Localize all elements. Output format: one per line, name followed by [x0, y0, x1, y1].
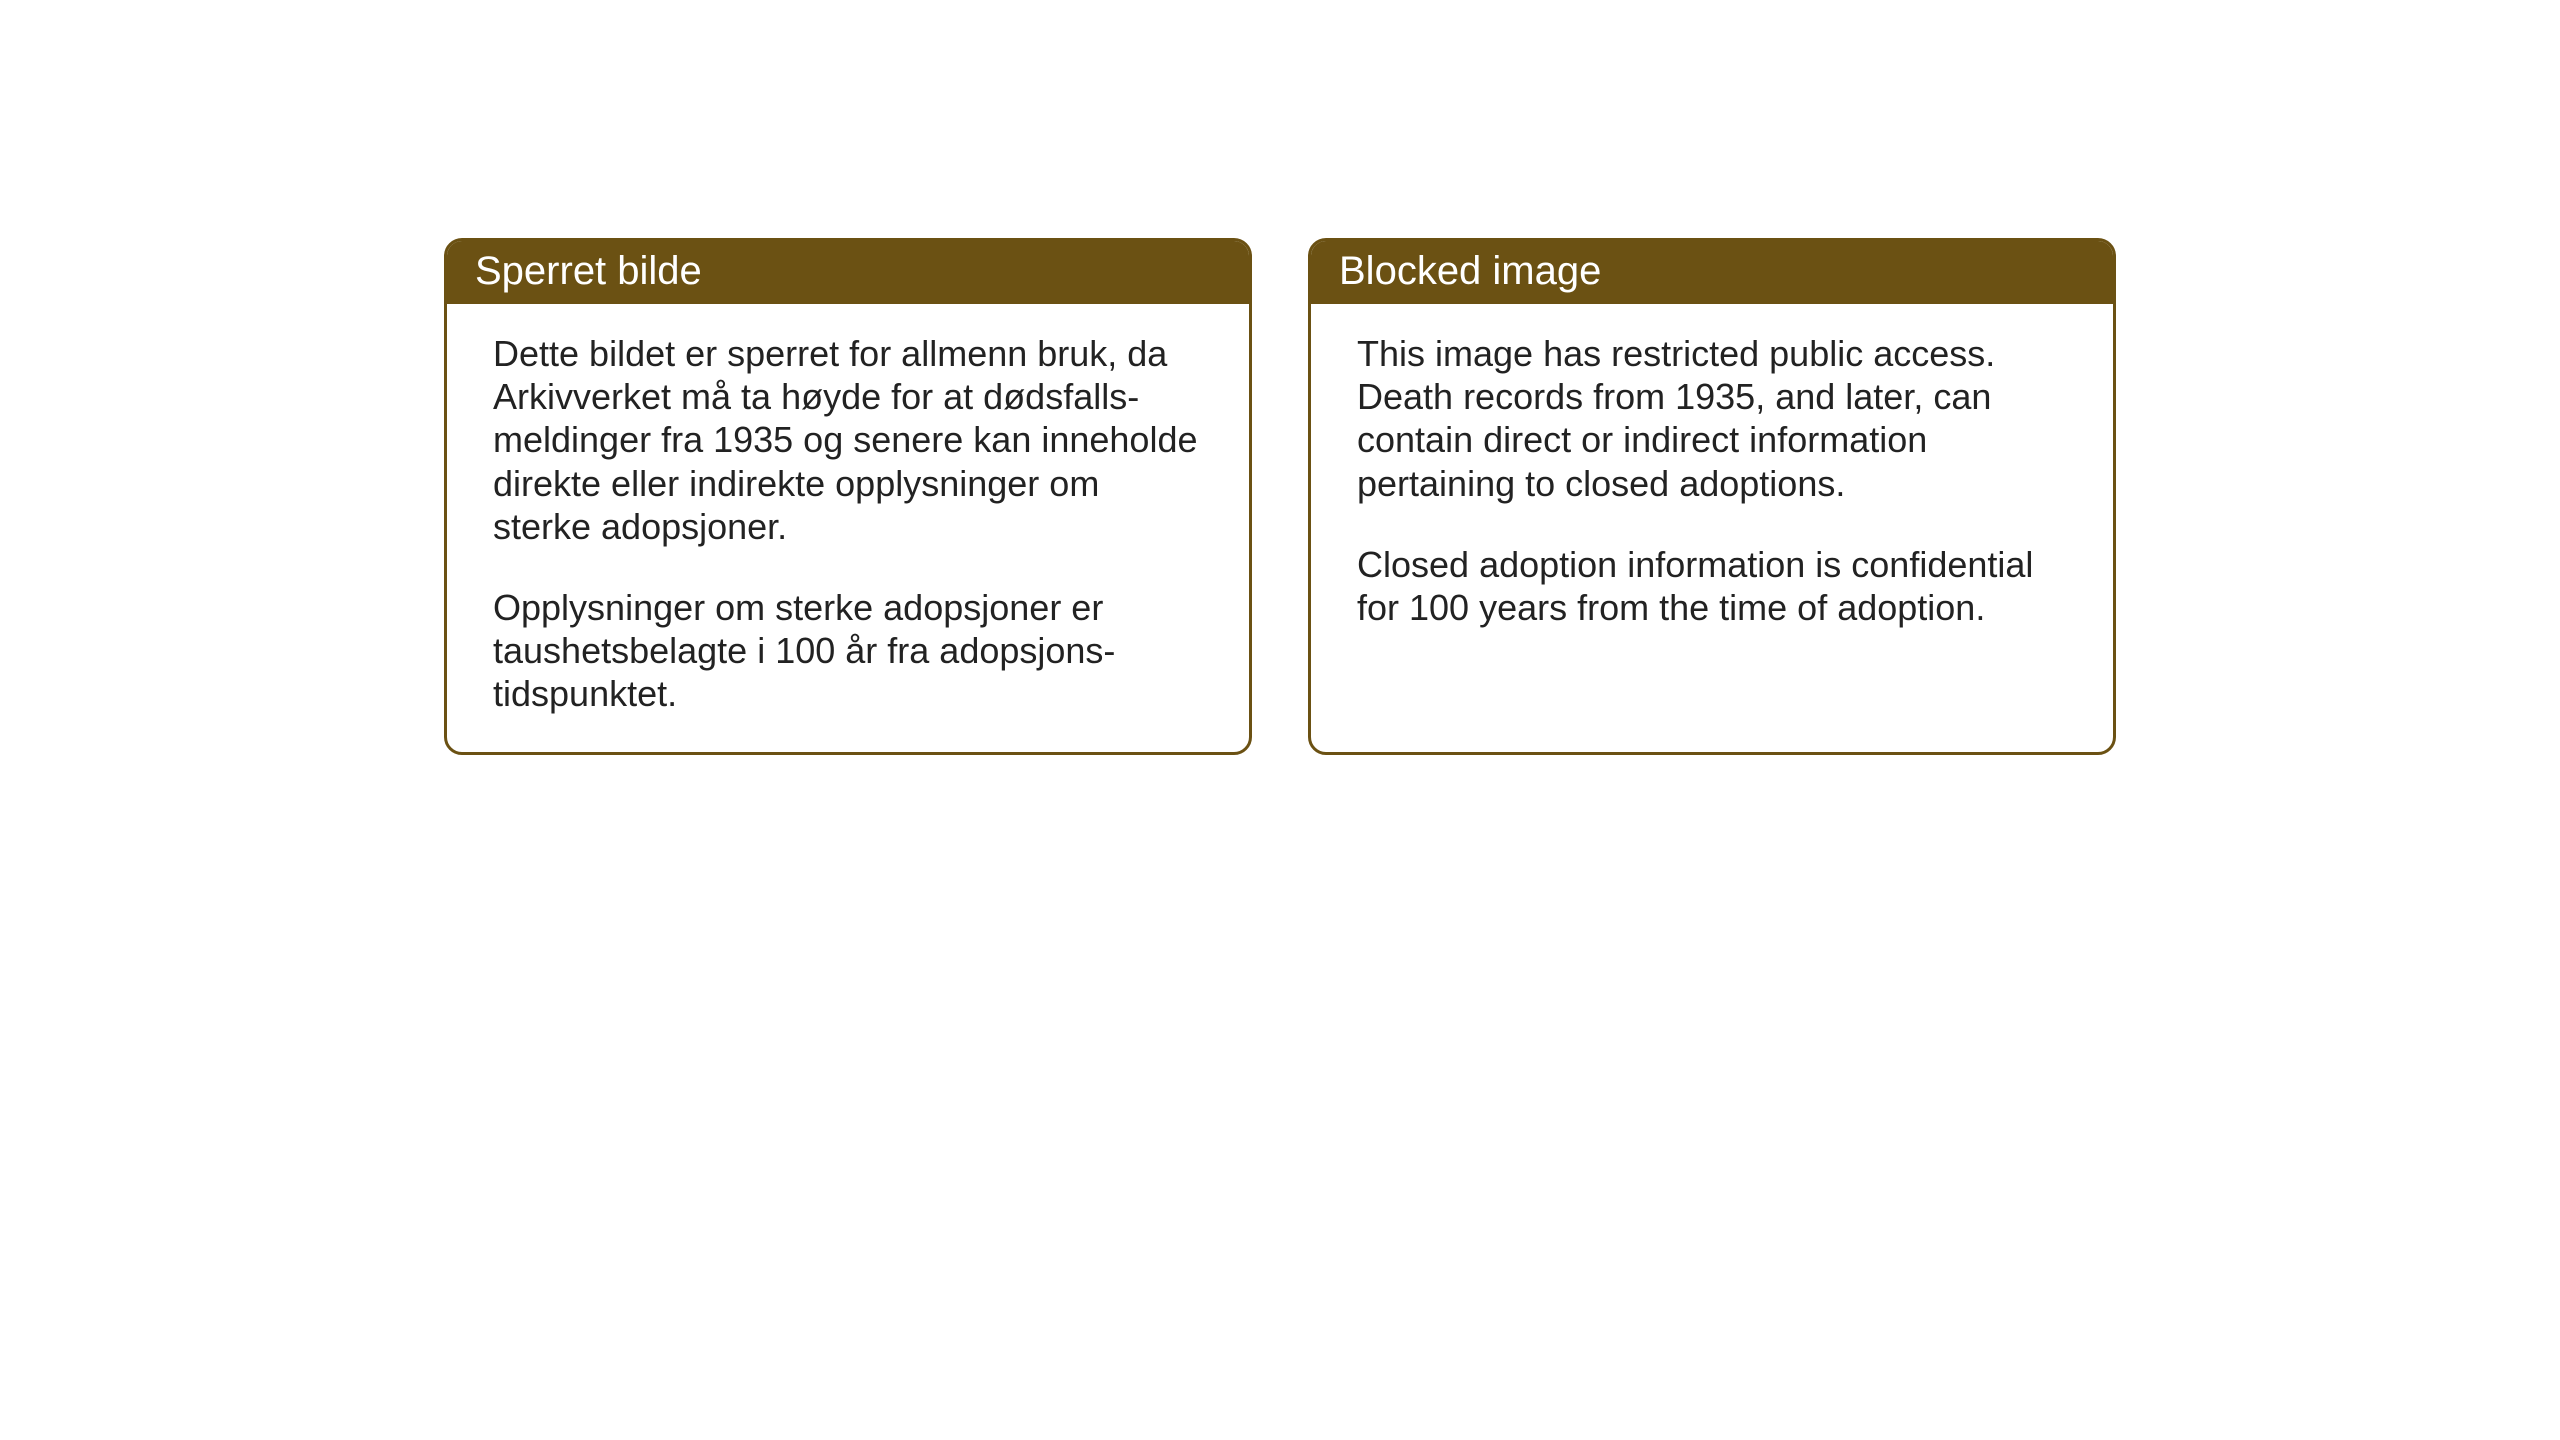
paragraph-english-2: Closed adoption information is confident…	[1357, 543, 2067, 629]
notice-card-norwegian: Sperret bilde Dette bildet er sperret fo…	[444, 238, 1252, 755]
card-body-norwegian: Dette bildet er sperret for allmenn bruk…	[447, 304, 1249, 752]
paragraph-norwegian-2: Opplysninger om sterke adopsjoner er tau…	[493, 586, 1203, 716]
notice-container: Sperret bilde Dette bildet er sperret fo…	[444, 238, 2116, 755]
notice-card-english: Blocked image This image has restricted …	[1308, 238, 2116, 755]
paragraph-norwegian-1: Dette bildet er sperret for allmenn bruk…	[493, 332, 1203, 548]
card-header-english: Blocked image	[1311, 241, 2113, 304]
card-header-norwegian: Sperret bilde	[447, 241, 1249, 304]
card-body-english: This image has restricted public access.…	[1311, 304, 2113, 707]
paragraph-english-1: This image has restricted public access.…	[1357, 332, 2067, 505]
